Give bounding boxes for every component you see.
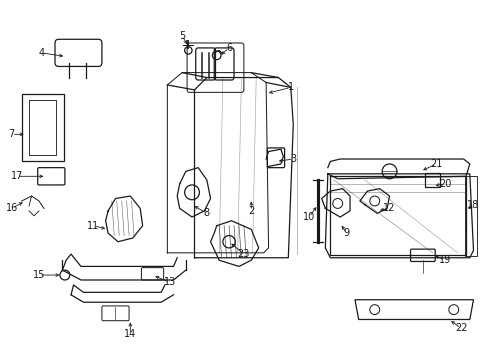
Text: 14: 14 [124, 329, 136, 339]
Text: 20: 20 [438, 179, 450, 189]
Text: 21: 21 [429, 159, 442, 169]
Text: 7: 7 [9, 129, 15, 139]
Text: 3: 3 [289, 154, 296, 164]
Text: 6: 6 [225, 43, 232, 53]
Text: 2: 2 [247, 206, 254, 216]
Text: 12: 12 [383, 203, 395, 213]
Text: 18: 18 [467, 200, 479, 210]
Text: 8: 8 [203, 208, 209, 218]
Text: 13: 13 [163, 278, 176, 288]
Text: 19: 19 [438, 255, 450, 265]
Text: 9: 9 [343, 228, 349, 238]
Text: 22: 22 [454, 323, 467, 333]
Text: 15: 15 [33, 270, 45, 280]
Text: 17: 17 [11, 171, 23, 181]
Text: 10: 10 [303, 212, 315, 222]
Text: 23: 23 [237, 249, 249, 259]
Text: 4: 4 [38, 48, 44, 58]
Text: 5: 5 [179, 31, 185, 41]
Text: 11: 11 [87, 221, 99, 231]
Text: 1: 1 [287, 82, 293, 93]
Text: 16: 16 [6, 203, 18, 213]
